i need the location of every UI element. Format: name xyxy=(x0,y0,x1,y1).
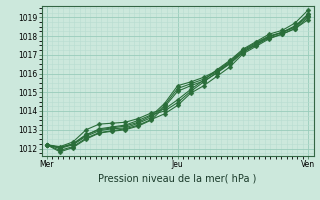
X-axis label: Pression niveau de la mer( hPa ): Pression niveau de la mer( hPa ) xyxy=(99,173,257,183)
